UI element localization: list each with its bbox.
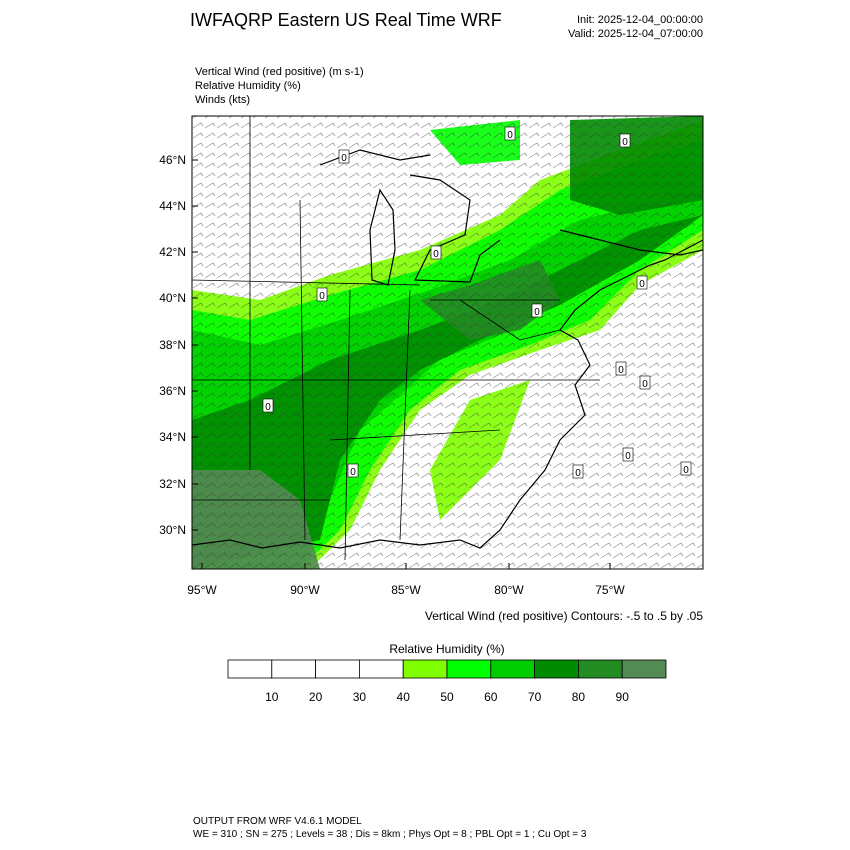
valid-time: Valid: 2025-12-04_07:00:00	[568, 28, 703, 40]
contour-label-box	[504, 126, 516, 141]
contour-label-box	[338, 149, 350, 164]
contour-label: 0	[534, 307, 540, 318]
contour-label: 0	[639, 279, 645, 290]
colorbar-tick-label: 70	[528, 690, 542, 704]
lon-label: 95°W	[187, 583, 217, 597]
colorbar-tick-label: 90	[616, 690, 630, 704]
contour-label-box	[316, 287, 328, 302]
contour-label-box	[619, 133, 631, 148]
contour-label: 0	[433, 249, 439, 260]
contour-label-box	[622, 447, 634, 462]
map: 0 0 0 0 0 0 0 0 0 0 0 0 0 0	[192, 116, 703, 569]
lat-label: 36°N	[159, 384, 186, 398]
lat-label: 40°N	[159, 291, 186, 305]
contour-label-box	[680, 461, 692, 476]
colorbar-box	[446, 659, 492, 679]
field-label: Winds (kts)	[195, 94, 250, 106]
contour-labels: 0 0 0 0 0 0 0 0 0 0 0 0 0 0	[262, 126, 692, 479]
colorbar-tick-label: 50	[440, 690, 454, 704]
colorbar-tick-label: 80	[572, 690, 586, 704]
contour-label-box	[639, 375, 651, 390]
contour-label: 0	[319, 291, 325, 302]
colorbar-box	[490, 659, 535, 679]
contour-label: 0	[622, 137, 628, 148]
contour-note: Vertical Wind (red positive) Contours: -…	[425, 609, 703, 623]
lat-label: 30°N	[159, 523, 186, 537]
contour-label: 0	[341, 153, 347, 164]
footer-line: OUTPUT FROM WRF V4.6.1 MODEL	[193, 816, 362, 827]
lon-label: 90°W	[290, 583, 320, 597]
contour-label: 0	[618, 365, 624, 376]
lon-label: 80°W	[494, 583, 524, 597]
colorbar-box	[227, 659, 273, 679]
contour-label: 0	[265, 402, 271, 413]
colorbar-box	[402, 659, 448, 679]
lon-label: 75°W	[595, 583, 625, 597]
contour-label-box	[572, 464, 584, 479]
contour-label-box	[347, 463, 359, 478]
lat-label: 32°N	[159, 477, 186, 491]
contour-label-box	[430, 245, 442, 260]
colorbar-tick-label: 60	[484, 690, 498, 704]
colorbar-box	[271, 659, 316, 679]
lat-label: 38°N	[159, 338, 186, 352]
contour-label-box	[531, 303, 543, 318]
lat-label: 44°N	[159, 199, 186, 213]
colorbar-tick-label: 20	[309, 690, 323, 704]
colorbar-tick-label: 40	[397, 690, 411, 704]
lat-label: 46°N	[159, 153, 186, 167]
contour-label: 0	[625, 451, 631, 462]
contour-label-box	[262, 398, 274, 413]
contour-label: 0	[683, 465, 689, 476]
footer-line: WE = 310 ; SN = 275 ; Levels = 38 ; Dis …	[193, 829, 587, 840]
colorbar-box	[315, 659, 360, 679]
contour-label-box	[636, 275, 648, 290]
lat-label: 42°N	[159, 245, 186, 259]
wind-barbs	[192, 116, 703, 569]
colorbar-tick-label: 30	[353, 690, 367, 704]
contour-label: 0	[350, 467, 356, 478]
init-time: Init: 2025-12-04_00:00:00	[577, 14, 703, 26]
lat-label: 34°N	[159, 430, 186, 444]
colorbar-box	[621, 659, 667, 679]
contour-label: 0	[575, 468, 581, 479]
contour-label: 0	[507, 130, 513, 141]
colorbar-tick-label: 10	[265, 690, 279, 704]
state-borders	[192, 116, 600, 561]
lon-label: 85°W	[391, 583, 421, 597]
colorbar-box	[534, 659, 579, 679]
colorbar-box	[578, 659, 623, 679]
field-label: Relative Humidity (%)	[195, 80, 301, 92]
contour-label-box	[615, 361, 627, 376]
contour-label: 0	[642, 379, 648, 390]
map-frame	[191, 115, 704, 570]
colorbar-box	[358, 659, 404, 679]
colorbar-title: Relative Humidity (%)	[389, 642, 504, 656]
field-label: Vertical Wind (red positive) (m s-1)	[195, 66, 364, 78]
title: IWFAQRP Eastern US Real Time WRF	[190, 10, 502, 30]
